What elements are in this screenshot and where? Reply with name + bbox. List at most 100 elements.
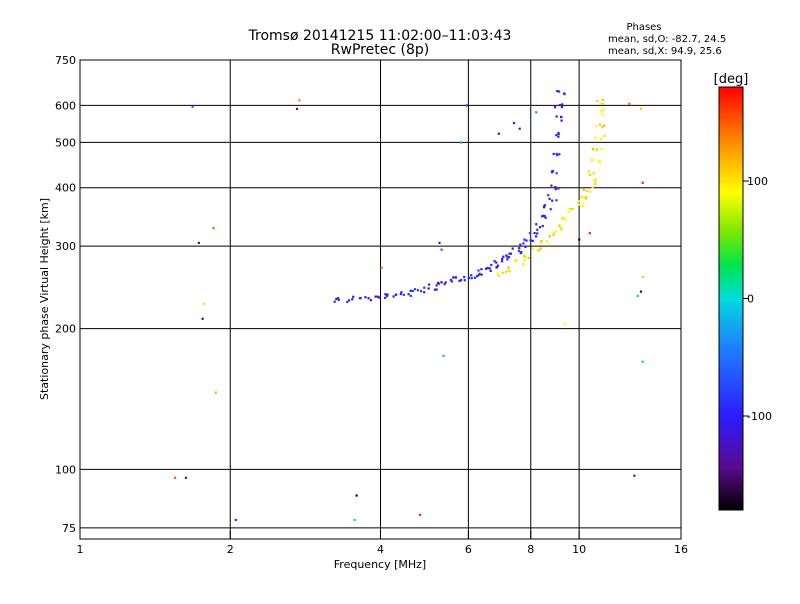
colorbar bbox=[719, 87, 743, 510]
echo-point bbox=[442, 354, 445, 357]
o-mode-point bbox=[547, 194, 550, 197]
echo-point bbox=[174, 476, 177, 479]
phase-stats-x-mode: mean, sd,X: 94.9, 25.6 bbox=[608, 46, 722, 57]
echo-point bbox=[641, 181, 644, 184]
x-tick-label: 6 bbox=[465, 543, 472, 556]
o-mode-point bbox=[519, 243, 522, 246]
x-mode-point bbox=[581, 196, 584, 199]
echo-point bbox=[184, 476, 188, 479]
o-mode-point bbox=[463, 275, 466, 279]
o-mode-point bbox=[423, 291, 426, 294]
o-mode-point bbox=[436, 281, 440, 284]
x-mode-point bbox=[540, 240, 543, 243]
echo-point bbox=[201, 317, 204, 320]
o-mode-point bbox=[543, 204, 546, 207]
o-mode-point bbox=[555, 172, 558, 175]
o-mode-point bbox=[501, 257, 504, 260]
echo-point bbox=[518, 127, 521, 130]
o-mode-point bbox=[551, 199, 554, 202]
o-mode-point bbox=[427, 287, 430, 290]
o-mode-point bbox=[443, 283, 446, 286]
o-mode-point bbox=[560, 119, 563, 122]
o-mode-point bbox=[352, 295, 355, 298]
o-mode-point bbox=[495, 266, 498, 269]
x-mode-point bbox=[581, 205, 584, 208]
o-mode-point bbox=[552, 152, 555, 156]
y-tick-label: 75 bbox=[62, 522, 76, 535]
o-mode-point bbox=[518, 249, 521, 252]
o-mode-point bbox=[560, 105, 564, 109]
o-mode-point bbox=[460, 279, 463, 282]
x-mode-point bbox=[593, 178, 596, 181]
o-mode-point bbox=[562, 92, 566, 95]
echo-point bbox=[440, 248, 443, 251]
echo-point bbox=[641, 275, 644, 278]
y-tick-label: 500 bbox=[55, 136, 76, 149]
o-mode-point bbox=[538, 226, 542, 229]
x-mode-point bbox=[539, 242, 542, 245]
x-mode-point bbox=[523, 259, 526, 262]
x-mode-point bbox=[559, 226, 562, 229]
x-mode-point bbox=[568, 207, 571, 210]
o-mode-point bbox=[533, 232, 536, 235]
x-mode-point bbox=[603, 124, 606, 127]
o-mode-point bbox=[555, 199, 558, 202]
x-mode-point bbox=[537, 249, 540, 252]
chart-title: Tromsø 20141215 11:02:00–11:03:43 bbox=[248, 28, 512, 44]
o-mode-point bbox=[535, 223, 538, 226]
x-mode-point bbox=[554, 230, 558, 233]
o-mode-point bbox=[435, 288, 438, 291]
o-mode-point bbox=[535, 235, 538, 238]
x-mode-point bbox=[595, 149, 598, 152]
x-mode-point bbox=[585, 196, 588, 199]
o-mode-point bbox=[351, 298, 354, 301]
o-mode-point bbox=[486, 266, 489, 270]
o-mode-point bbox=[477, 274, 480, 277]
x-mode-point bbox=[497, 274, 500, 277]
o-mode-point bbox=[392, 295, 395, 298]
x-mode-point bbox=[601, 98, 604, 101]
o-mode-point bbox=[480, 273, 483, 276]
x-mode-point bbox=[584, 197, 588, 200]
x-mode-point bbox=[515, 259, 518, 262]
o-mode-point bbox=[511, 247, 514, 250]
o-mode-point bbox=[394, 293, 397, 296]
o-mode-point bbox=[470, 277, 473, 280]
o-mode-point bbox=[529, 239, 532, 242]
y-tick-label: 100 bbox=[55, 463, 76, 476]
x-mode-point bbox=[539, 247, 542, 250]
grid-lines bbox=[80, 60, 681, 539]
x-mode-point bbox=[567, 210, 570, 214]
x-mode-point bbox=[582, 188, 585, 191]
o-mode-point bbox=[478, 272, 481, 275]
echo-point bbox=[380, 266, 383, 269]
o-mode-point bbox=[518, 247, 521, 250]
x-mode-point bbox=[596, 99, 599, 102]
echo-point bbox=[202, 302, 205, 305]
o-mode-point bbox=[458, 279, 461, 282]
o-mode-point bbox=[489, 269, 492, 272]
echo-point bbox=[191, 105, 194, 108]
x-mode-point bbox=[552, 233, 555, 236]
o-mode-point bbox=[554, 186, 557, 189]
o-mode-point bbox=[528, 232, 532, 235]
echo-point bbox=[588, 232, 591, 235]
x-mode-point bbox=[522, 263, 525, 266]
x-mode-point bbox=[577, 200, 581, 203]
o-mode-point bbox=[467, 276, 470, 279]
o-mode-point bbox=[423, 286, 426, 289]
echo-point bbox=[353, 518, 356, 522]
x-mode-point bbox=[591, 158, 594, 161]
o-mode-point bbox=[524, 245, 527, 248]
x-mode-point bbox=[548, 235, 551, 238]
echo-point bbox=[641, 360, 644, 363]
o-mode-point bbox=[541, 215, 544, 218]
echo-point bbox=[234, 518, 237, 522]
echo-point bbox=[563, 322, 566, 325]
x-mode-point bbox=[522, 255, 526, 258]
o-mode-point bbox=[551, 169, 554, 173]
o-mode-point bbox=[386, 293, 389, 296]
echo-point bbox=[419, 513, 422, 516]
